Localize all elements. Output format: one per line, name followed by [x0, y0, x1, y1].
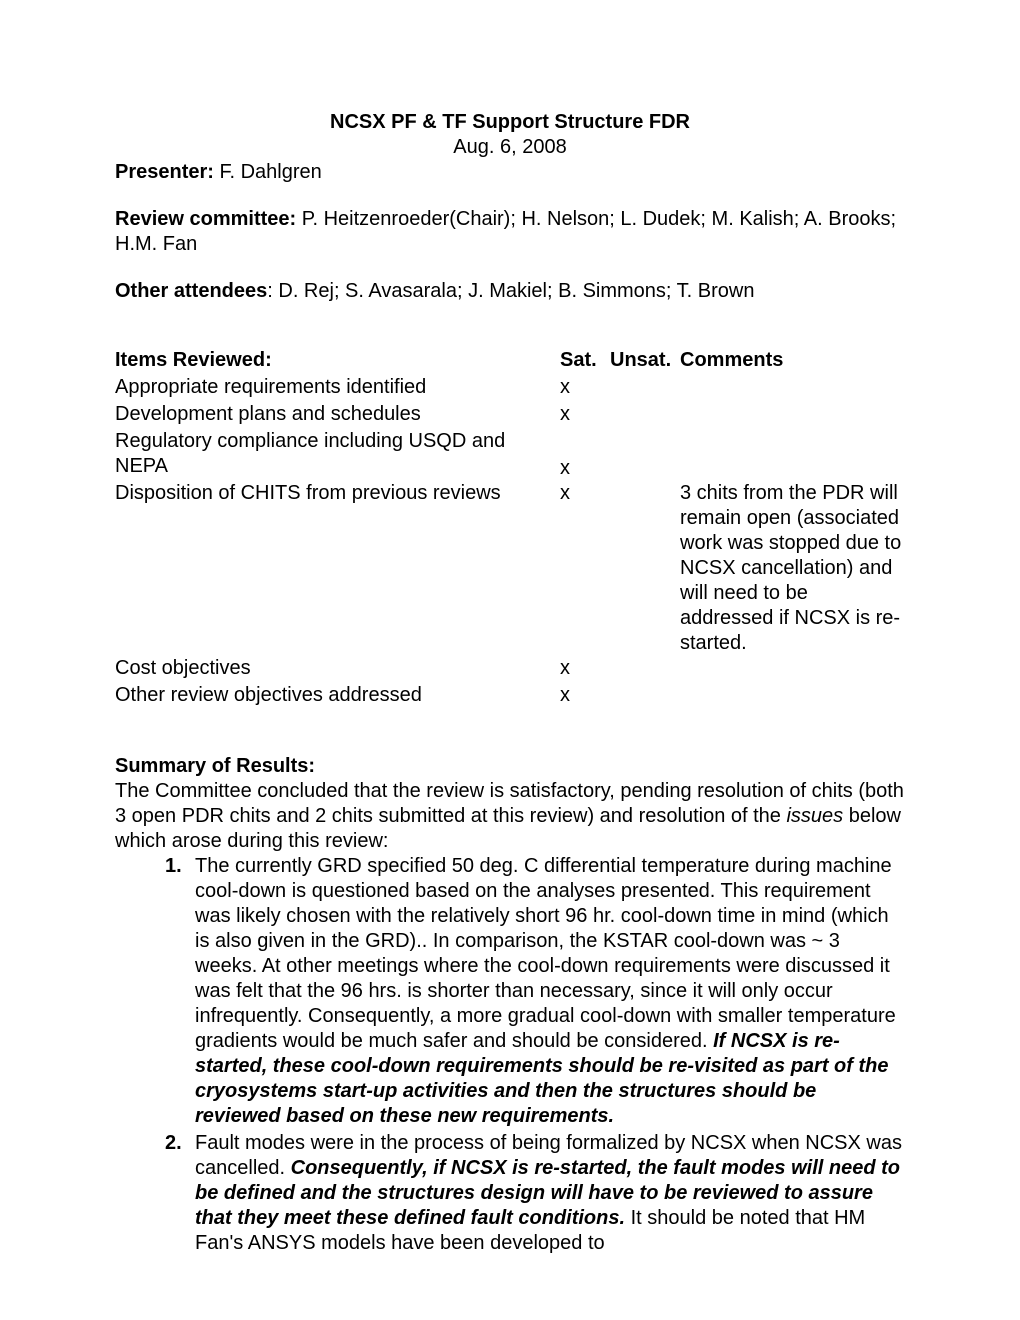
header-items-reviewed: Items Reviewed: [115, 348, 560, 375]
item-sat: x [560, 402, 610, 429]
item-sat: x [560, 656, 610, 683]
header-unsat: Unsat. [610, 348, 680, 375]
table-row: Development plans and schedules x [115, 402, 905, 429]
item-sat: x [560, 375, 610, 402]
table-row: Regulatory compliance including USQD and… [115, 429, 905, 481]
summary-section: Summary of Results: The Committee conclu… [115, 754, 905, 1256]
item-unsat [610, 375, 680, 402]
table-row: Appropriate requirements identified x [115, 375, 905, 402]
summary-intro: The Committee concluded that the review … [115, 779, 905, 854]
header-sat: Sat. [560, 348, 610, 375]
summary-intro-italic: issues [786, 805, 843, 827]
items-reviewed-table: Items Reviewed: Sat. Unsat. Comments App… [115, 348, 905, 710]
item-label: Other review objectives addressed [115, 683, 560, 710]
table-row: Disposition of CHITS from previous revie… [115, 481, 905, 656]
item-sat: x [560, 683, 610, 710]
item-label: Development plans and schedules [115, 402, 560, 429]
item-unsat [610, 429, 680, 481]
item-comments [680, 402, 905, 429]
item-comments [680, 656, 905, 683]
table-row: Other review objectives addressed x [115, 683, 905, 710]
item-comments [680, 429, 905, 481]
presenter-label: Presenter: [115, 161, 214, 183]
presenter-section: Presenter: F. Dahlgren [115, 160, 905, 185]
item-label: Disposition of CHITS from previous revie… [115, 481, 560, 656]
list-number: 2. [165, 1131, 182, 1156]
review-committee-section: Review committee: P. Heitzenroeder(Chair… [115, 207, 905, 257]
summary-label: Summary of Results: [115, 754, 905, 779]
review-committee-label: Review committee: [115, 208, 296, 230]
issues-list: 1. The currently GRD specified 50 deg. C… [115, 854, 905, 1256]
item-label: Regulatory compliance including USQD and… [115, 429, 560, 481]
item-label: Cost objectives [115, 656, 560, 683]
item-comments [680, 375, 905, 402]
item-comments [680, 683, 905, 710]
item-unsat [610, 402, 680, 429]
issue-text-plain: The currently GRD specified 50 deg. C di… [195, 855, 896, 1052]
item-comments: 3 chits from the PDR will remain open (a… [680, 481, 905, 656]
item-unsat [610, 481, 680, 656]
list-item: 1. The currently GRD specified 50 deg. C… [165, 854, 905, 1129]
header-comments: Comments [680, 348, 905, 375]
item-label: Appropriate requirements identified [115, 375, 560, 402]
item-unsat [610, 656, 680, 683]
document-date: Aug. 6, 2008 [115, 135, 905, 160]
item-unsat [610, 683, 680, 710]
list-number: 1. [165, 854, 182, 879]
other-attendees-label: Other attendees [115, 280, 267, 302]
item-sat: x [560, 481, 610, 656]
presenter-name: F. Dahlgren [214, 161, 322, 183]
other-attendees-section: Other attendees: D. Rej; S. Avasarala; J… [115, 279, 905, 304]
table-header-row: Items Reviewed: Sat. Unsat. Comments [115, 348, 905, 375]
document-title: NCSX PF & TF Support Structure FDR [115, 110, 905, 135]
other-attendees-text: : D. Rej; S. Avasarala; J. Makiel; B. Si… [267, 280, 754, 302]
item-sat: x [560, 429, 610, 481]
list-item: 2. Fault modes were in the process of be… [165, 1131, 905, 1256]
table-row: Cost objectives x [115, 656, 905, 683]
